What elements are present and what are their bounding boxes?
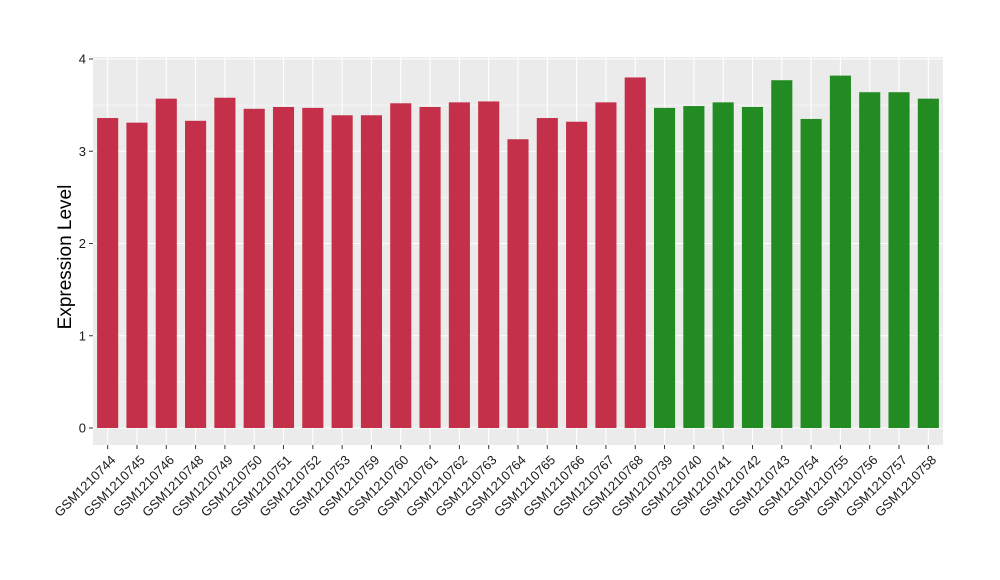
y-tick-label: 2: [79, 236, 86, 251]
bar: [185, 120, 207, 429]
bar: [741, 106, 764, 428]
bar: [712, 102, 734, 429]
bar: [683, 106, 705, 429]
bar: [507, 139, 529, 428]
bar: [302, 107, 324, 428]
y-axis-title: Expression Level: [55, 185, 76, 330]
bar: [478, 101, 500, 428]
bar: [97, 118, 119, 428]
bar: [126, 122, 148, 428]
bar: [917, 98, 939, 428]
bars: [97, 75, 939, 429]
y-tick-label: 1: [79, 328, 86, 343]
y-tick-label: 3: [79, 144, 86, 159]
bar: [800, 118, 822, 429]
y-axis: 0 1 2 3 4: [79, 52, 93, 436]
y-tick-label: 0: [79, 421, 86, 436]
bar: [595, 102, 617, 429]
bar: [624, 77, 646, 428]
bar: [272, 106, 295, 428]
bar: [829, 75, 851, 428]
y-tick-label: 4: [79, 52, 86, 67]
bar: [566, 121, 588, 428]
x-axis: GSM1210744GSM1210745GSM1210746GSM1210748…: [51, 445, 939, 520]
bar: [536, 118, 558, 428]
bar: [419, 106, 441, 428]
bar: [243, 108, 265, 428]
bar: [771, 80, 793, 428]
bar: [390, 103, 412, 428]
bar: [859, 92, 881, 429]
bar: [155, 98, 177, 428]
bar: [214, 97, 236, 429]
bar: [888, 92, 910, 429]
bar: [654, 107, 676, 428]
bar: [448, 102, 470, 429]
bar: [360, 115, 382, 429]
bar: [331, 115, 353, 429]
